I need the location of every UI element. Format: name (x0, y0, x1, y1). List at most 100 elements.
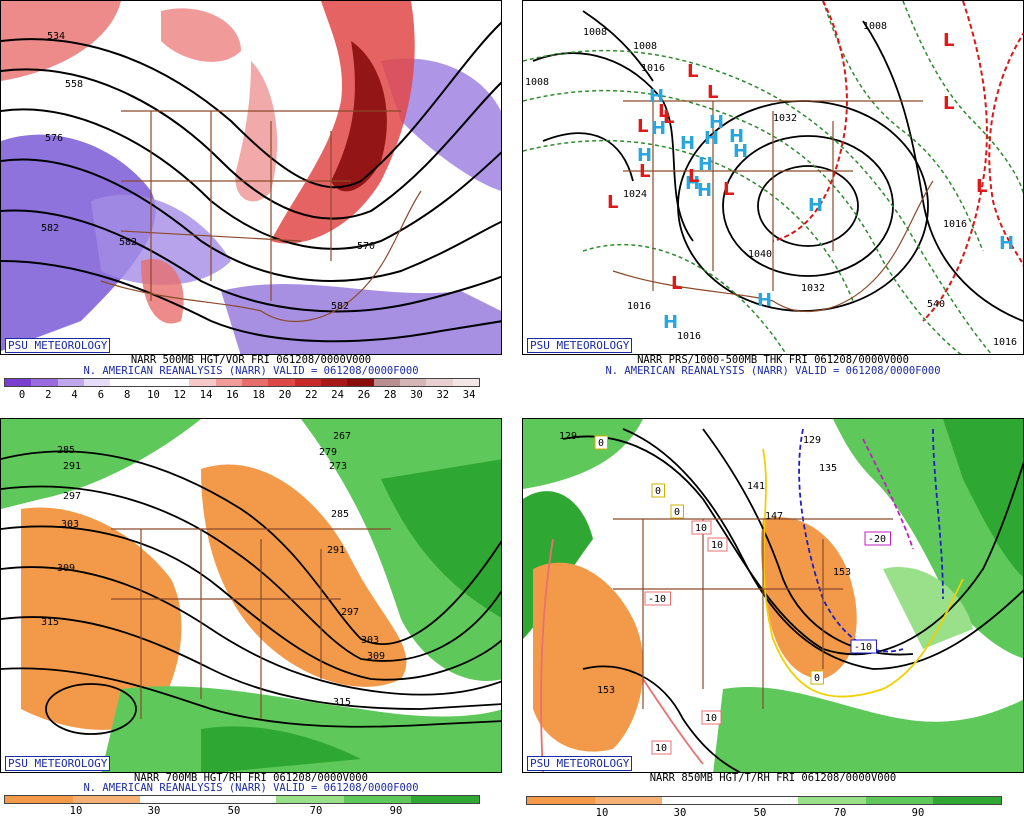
vorticity-colorbar-ticks: 0 2 4 6 8 10 12 14 16 18 20 22 24 26 28 30 32 34 (4, 389, 480, 401)
colorbar-swatch (373, 379, 400, 386)
panel-caption: NARR 850MB HGT/T/RH FRI 061208/0000V000 (649, 772, 897, 784)
map-700mb: 315 309 303 297 291 285 267 273 279 285 … (0, 418, 502, 773)
isobar-label-1008d: 1008 (525, 77, 549, 88)
panel-caption: NARR PRS/1000-500MB THK FRI 061208/0000V… (637, 354, 909, 366)
contour-label-303: 303 (61, 519, 79, 530)
isobar-label-1016e: 1016 (993, 337, 1017, 348)
colorbar-tick-label: 8 (124, 389, 131, 401)
panel-850mb-t-rh: 129 129 135 141 147 153 153 0 0 0 -10 -10 -20… (522, 418, 1024, 819)
contour-label-147: 147 (765, 511, 783, 522)
colorbar-swatch (140, 796, 209, 803)
contour-label-285b: 285 (331, 509, 349, 520)
colorbar-tick-label: 30 (673, 807, 687, 819)
pressure-map: 1008 1008 1016 1024 1032 1040 1032 1016 … (523, 1, 1023, 354)
contour-label-285: 285 (57, 445, 75, 456)
contour-label-309b: 309 (367, 651, 385, 662)
colorbar-tick-label: 50 (227, 805, 241, 817)
colorbar-swatch (426, 379, 453, 386)
low-pressure-marker: L (663, 107, 674, 128)
contour-label-141: 141 (747, 481, 765, 492)
high-pressure-marker: H (697, 180, 712, 201)
high-pressure-marker: H (709, 112, 724, 133)
contour-label-153: 153 (597, 685, 615, 696)
colorbar-swatch (162, 379, 190, 386)
colorbar-tick-label: 0 (18, 389, 26, 401)
svg-text:0: 0 (814, 673, 820, 684)
colorbar-tick-label: 26 (357, 389, 371, 401)
high-pressure-marker: H (757, 290, 772, 311)
colorbar-swatch (797, 797, 866, 804)
low-pressure-marker: L (976, 176, 987, 197)
isobar-label-1032b: 1032 (801, 283, 825, 294)
contour-label-267: 267 (333, 431, 351, 442)
panel-500mb-vorticity: 534 558 576 582 582 570 582 PSU METEOROL… (0, 0, 502, 401)
colorbar-swatch (411, 796, 480, 803)
isobar-label-1016d: 1016 (943, 219, 967, 230)
colorbar-tick-label: 14 (199, 389, 213, 401)
panel-valid-caption: N. AMERICAN REANALYSIS (NARR) VALID = 06… (83, 782, 419, 794)
colorbar-tick-label: 6 (97, 389, 105, 401)
colorbar-tick-label: 2 (45, 389, 52, 401)
contour-label-135: 135 (819, 463, 837, 474)
contour-label-534: 534 (47, 31, 65, 42)
isobar-label-1008a: 1008 (583, 27, 607, 38)
map-pressure-thickness: 1008 1008 1016 1024 1032 1040 1032 1016 … (522, 0, 1024, 355)
low-pressure-marker: L (637, 116, 648, 137)
colorbar-tick-label: 10 (147, 389, 160, 401)
colorbar-tick-label: 34 (462, 389, 476, 401)
colorbar-swatch (294, 379, 321, 386)
vorticity-map: 534 558 576 582 582 570 582 (1, 1, 501, 354)
contour-label-297: 297 (63, 491, 81, 502)
colorbar-swatch (208, 796, 276, 803)
rh-colorbar-ticks: 10 30 50 70 90 (4, 805, 480, 817)
svg-text:10: 10 (711, 540, 723, 551)
low-pressure-marker: L (943, 30, 954, 51)
isobar-label-1032a: 1032 (773, 113, 797, 124)
isotherm-label: 0 (651, 483, 665, 498)
colorbar-tick-label: 70 (833, 807, 847, 819)
low-pressure-marker: L (639, 161, 650, 182)
colorbar-swatch (594, 797, 663, 804)
contour-label-273: 273 (329, 461, 347, 472)
contour-label-582c: 582 (331, 301, 349, 312)
high-pressure-marker: H (685, 173, 700, 194)
psu-meteorology-label: PSU METEOROLOGY (527, 756, 633, 771)
colorbar-swatch (83, 379, 111, 386)
contour-label-315b: 315 (333, 697, 351, 708)
panel-pressure-thickness: 1008 1008 1016 1024 1032 1040 1032 1016 … (522, 0, 1024, 401)
low-pressure-marker: L (707, 82, 718, 103)
isobar-label-1016a: 1016 (641, 63, 665, 74)
colorbar-tick-label: 90 (911, 807, 925, 819)
high-pressure-marker: H (733, 141, 748, 162)
high-pressure-marker: H (999, 233, 1014, 254)
isobar-label-1016c: 1016 (677, 331, 701, 342)
colorbar-swatch (730, 797, 798, 804)
isotherm-label: 0 (670, 504, 684, 519)
contour-label-279: 279 (319, 447, 337, 458)
contour-label-558: 558 (65, 79, 83, 90)
colorbar-swatch (31, 379, 58, 386)
contour-label-315: 315 (41, 617, 59, 628)
colorbar-swatch (343, 796, 412, 803)
contour-label-303b: 303 (361, 635, 379, 646)
vorticity-colorbar (4, 378, 480, 387)
colorbar-tick-label: 4 (71, 389, 78, 401)
isotherm-label: -10 (644, 591, 671, 606)
colorbar-swatch (933, 797, 1002, 804)
psu-meteorology-label: PSU METEOROLOGY (527, 338, 633, 353)
svg-text:-10: -10 (648, 594, 666, 605)
contour-label-576: 576 (45, 133, 63, 144)
colorbar-tick-label: 90 (389, 805, 403, 817)
low-pressure-marker: L (658, 101, 669, 122)
colorbar-swatch (268, 379, 295, 386)
colorbar-tick-label: 20 (278, 389, 292, 401)
isotherm-label: -20 (864, 531, 891, 546)
panel-caption: NARR 500MB HGT/VOR FRI 061208/0000V000 (130, 354, 372, 366)
contour-label-291: 291 (63, 461, 81, 472)
colorbar-tick-label: 12 (173, 389, 187, 401)
svg-text:10: 10 (695, 523, 707, 534)
rh-map: 315 309 303 297 291 285 267 273 279 285 … (1, 419, 501, 772)
high-pressure-marker: H (729, 126, 744, 147)
contour-label-129a: 129 (559, 431, 577, 442)
low-pressure-marker: L (687, 61, 698, 82)
